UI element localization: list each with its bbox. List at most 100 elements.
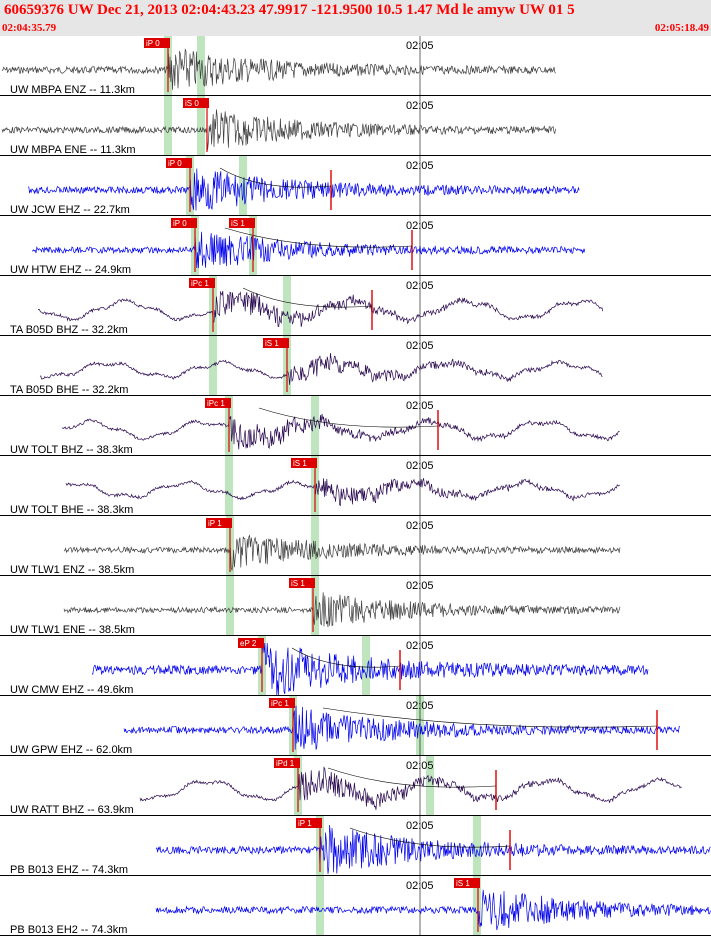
waveform-line bbox=[155, 824, 711, 874]
pick-flag bbox=[296, 818, 322, 828]
time-tick-label: 02:05 bbox=[406, 880, 434, 892]
trace-panel: 02:05 iP 0 UW JCW EHZ -- 22.7km bbox=[0, 156, 711, 216]
pick-flag bbox=[183, 98, 209, 108]
pick-marker-band bbox=[473, 876, 481, 936]
pick-marker-band bbox=[226, 576, 234, 636]
trace-panel: 02:05 iP 0 iS 1 UW HTW EHZ -- 24.9km bbox=[0, 216, 711, 276]
time-tick-label: 02:05 bbox=[406, 460, 434, 472]
station-label: UW MBPA ENZ -- 11.3km bbox=[10, 84, 135, 96]
station-label: UW RATT BHZ -- 63.9km bbox=[10, 804, 134, 816]
pick-flag-label: iPc 1 bbox=[191, 279, 209, 288]
station-label: UW HTW EHZ -- 24.9km bbox=[10, 264, 131, 276]
time-tick-label: 02:05 bbox=[406, 340, 434, 352]
waveform-line bbox=[63, 534, 621, 572]
pick-marker-band bbox=[473, 816, 481, 876]
pick-flag bbox=[171, 218, 197, 228]
pick-flag bbox=[205, 398, 231, 408]
time-tick-label: 02:05 bbox=[406, 640, 434, 652]
time-tick-label: 02:05 bbox=[406, 160, 434, 172]
time-tick-label: 02:05 bbox=[406, 520, 434, 532]
trace-panel: 02:05 iP 1 UW TLW1 ENZ -- 38.5km bbox=[0, 516, 711, 576]
pick-flag bbox=[206, 518, 232, 528]
pick-flag-label: iP 0 bbox=[146, 39, 160, 48]
pick-flag bbox=[144, 38, 170, 48]
station-label: UW TLW1 ENE -- 38.5km bbox=[10, 624, 135, 636]
pick-flag-label: iS 1 bbox=[231, 219, 245, 228]
waveform-line bbox=[123, 705, 681, 750]
trace-panel: 02:05 iPc 1 TA B05D BHZ -- 32.2km bbox=[0, 276, 711, 336]
station-label: PB B013 EH2 -- 74.3km bbox=[10, 924, 127, 936]
pick-marker-band bbox=[362, 636, 370, 696]
coda-curve bbox=[219, 167, 332, 188]
pick-flag-label: iS 1 bbox=[293, 459, 307, 468]
time-tick-label: 02:05 bbox=[406, 220, 434, 232]
waveform-line bbox=[31, 231, 586, 269]
waveform-line bbox=[63, 592, 621, 628]
time-tick-label: 02:05 bbox=[406, 580, 434, 592]
coda-curve bbox=[322, 707, 658, 728]
pick-flag bbox=[269, 698, 295, 708]
pick-flag-label: iP 0 bbox=[173, 219, 187, 228]
time-tick-label: 02:05 bbox=[406, 280, 434, 292]
pick-flag-label: iP 1 bbox=[208, 519, 222, 528]
station-label: UW TLW1 ENZ -- 38.5km bbox=[10, 564, 134, 576]
station-label: UW TOLT BHZ -- 38.3km bbox=[10, 444, 133, 456]
station-label: PB B013 EHZ -- 74.3km bbox=[10, 864, 128, 876]
coda-curve bbox=[224, 227, 413, 248]
waveform-line bbox=[139, 766, 682, 810]
trace-panel: 02:05 iS 1 UW TLW1 ENE -- 38.5km bbox=[0, 576, 711, 636]
pick-flag-label: iPd 1 bbox=[276, 759, 295, 768]
time-tick-label: 02:05 bbox=[406, 820, 434, 832]
pick-flag-label: iPc 1 bbox=[207, 399, 225, 408]
waveform-line bbox=[37, 290, 604, 327]
time-start-label: 02:04:35.79 bbox=[2, 22, 57, 34]
pick-flag bbox=[229, 218, 255, 228]
coda-curve bbox=[327, 767, 497, 788]
trace-panel: 02:05 iPc 1 UW TOLT BHZ -- 38.3km bbox=[0, 396, 711, 456]
trace-panel: 02:05 iS 1 TA B05D BHE -- 32.2km bbox=[0, 336, 711, 396]
coda-curve bbox=[291, 647, 401, 668]
pick-marker-band bbox=[239, 156, 247, 216]
pick-marker-band bbox=[283, 276, 291, 336]
pick-flag bbox=[263, 338, 289, 348]
time-end-label: 02:05:18.49 bbox=[654, 22, 709, 34]
pick-flag bbox=[454, 878, 480, 888]
time-tick-label: 02:05 bbox=[406, 700, 434, 712]
station-label: TA B05D BHE -- 32.2km bbox=[10, 384, 128, 396]
time-tick-label: 02:05 bbox=[406, 40, 434, 52]
pick-marker-band bbox=[316, 876, 324, 936]
pick-flag-label: iS 1 bbox=[265, 339, 279, 348]
trace-panel: 02:05 iP 1 PB B013 EHZ -- 74.3km bbox=[0, 816, 711, 876]
waveform-line bbox=[65, 478, 620, 507]
pick-marker-band bbox=[197, 36, 205, 96]
event-header: 60659376 UW Dec 21, 2013 02:04:43.23 47.… bbox=[0, 0, 711, 36]
pick-flag-label: iS 1 bbox=[291, 579, 305, 588]
coda-curve bbox=[242, 287, 373, 308]
waveform-line bbox=[1, 109, 556, 150]
waveform-line bbox=[27, 168, 580, 211]
trace-panel: 02:05 iS 0 UW MBPA ENE -- 11.3km bbox=[0, 96, 711, 156]
station-label: UW CMW EHZ -- 49.6km bbox=[10, 684, 133, 696]
pick-marker-band bbox=[164, 96, 172, 156]
pick-flag bbox=[291, 458, 317, 468]
trace-panel: 02:05 eP 2 UW CMW EHZ -- 49.6km bbox=[0, 636, 711, 696]
time-tick-label: 02:05 bbox=[406, 100, 434, 112]
waveform-line bbox=[1, 48, 556, 90]
pick-flag bbox=[238, 638, 264, 648]
pick-flag-label: eP 2 bbox=[240, 639, 257, 648]
station-label: UW TOLT BHE -- 38.3km bbox=[10, 504, 133, 516]
pick-marker-band bbox=[209, 336, 217, 396]
trace-panel: 02:05 iPc 1 UW GPW EHZ -- 62.0km bbox=[0, 696, 711, 756]
pick-flag-label: iP 0 bbox=[168, 159, 182, 168]
pick-marker-band bbox=[197, 96, 205, 156]
trace-panel: 02:05 iP 0 UW MBPA ENZ -- 11.3km bbox=[0, 36, 711, 96]
pick-flag bbox=[166, 158, 192, 168]
pick-flag bbox=[274, 758, 300, 768]
waveform-line bbox=[39, 353, 603, 385]
pick-marker-band bbox=[426, 756, 434, 816]
coda-curve bbox=[349, 827, 511, 848]
coda-curve bbox=[258, 407, 439, 428]
trace-panel: 02:05 iS 1 UW TOLT BHE -- 38.3km bbox=[0, 456, 711, 516]
pick-flag bbox=[189, 278, 215, 288]
time-tick-label: 02:05 bbox=[406, 400, 434, 412]
